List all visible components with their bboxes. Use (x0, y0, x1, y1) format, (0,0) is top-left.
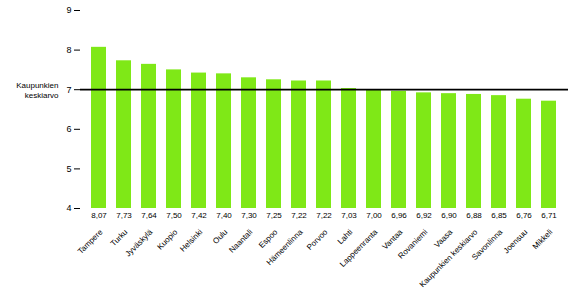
svg-text:7,50: 7,50 (166, 211, 182, 220)
svg-text:8: 8 (66, 45, 71, 55)
svg-text:Hämeenlinna: Hämeenlinna (265, 227, 305, 267)
svg-text:Vaasa: Vaasa (432, 227, 454, 249)
svg-text:Kuopio: Kuopio (155, 227, 179, 251)
svg-text:Vantaa: Vantaa (381, 227, 405, 251)
svg-text:7,64: 7,64 (141, 211, 157, 220)
svg-text:6,88: 6,88 (466, 211, 482, 220)
svg-text:7,25: 7,25 (266, 211, 282, 220)
svg-text:Lappeenranta: Lappeenranta (338, 227, 380, 269)
svg-text:Savonlinna: Savonlinna (470, 227, 505, 262)
svg-text:8,07: 8,07 (91, 211, 107, 220)
svg-text:7,42: 7,42 (191, 211, 207, 220)
svg-text:6,96: 6,96 (391, 211, 407, 220)
svg-text:5: 5 (66, 164, 71, 174)
svg-text:Joensuu: Joensuu (502, 228, 530, 256)
svg-text:Naantali: Naantali (227, 227, 254, 254)
svg-text:6,90: 6,90 (441, 211, 457, 220)
svg-text:Tampere: Tampere (76, 227, 105, 256)
svg-text:6: 6 (66, 124, 71, 134)
svg-text:6,71: 6,71 (541, 211, 557, 220)
svg-text:Kaupunkienkeskiarvo: Kaupunkienkeskiarvo (16, 81, 59, 100)
svg-text:Rovaniemi: Rovaniemi (396, 227, 429, 260)
svg-text:Lahti: Lahti (336, 227, 355, 246)
svg-text:Jyväskylä: Jyväskylä (124, 227, 155, 258)
svg-text:Espoo: Espoo (257, 227, 280, 250)
svg-text:7,73: 7,73 (116, 211, 132, 220)
svg-text:7,22: 7,22 (316, 211, 332, 220)
svg-text:6,92: 6,92 (416, 211, 432, 220)
svg-text:Mikkeli: Mikkeli (531, 227, 555, 251)
svg-text:7,00: 7,00 (366, 211, 382, 220)
svg-text:Porvoo: Porvoo (305, 227, 330, 252)
svg-text:4: 4 (66, 203, 71, 213)
svg-text:6,76: 6,76 (516, 211, 532, 220)
svg-text:Turku: Turku (109, 228, 130, 249)
svg-text:6,85: 6,85 (491, 211, 507, 220)
svg-text:Oulu: Oulu (211, 228, 229, 246)
svg-text:7: 7 (66, 85, 71, 95)
svg-text:7,03: 7,03 (341, 211, 357, 220)
svg-text:Kaupunkien keskiarvo: Kaupunkien keskiarvo (418, 227, 480, 289)
svg-text:7,30: 7,30 (241, 211, 257, 220)
svg-text:7,40: 7,40 (216, 211, 232, 220)
svg-text:7,22: 7,22 (291, 211, 307, 220)
svg-text:Helsinki: Helsinki (178, 227, 204, 253)
svg-text:9: 9 (66, 5, 71, 15)
